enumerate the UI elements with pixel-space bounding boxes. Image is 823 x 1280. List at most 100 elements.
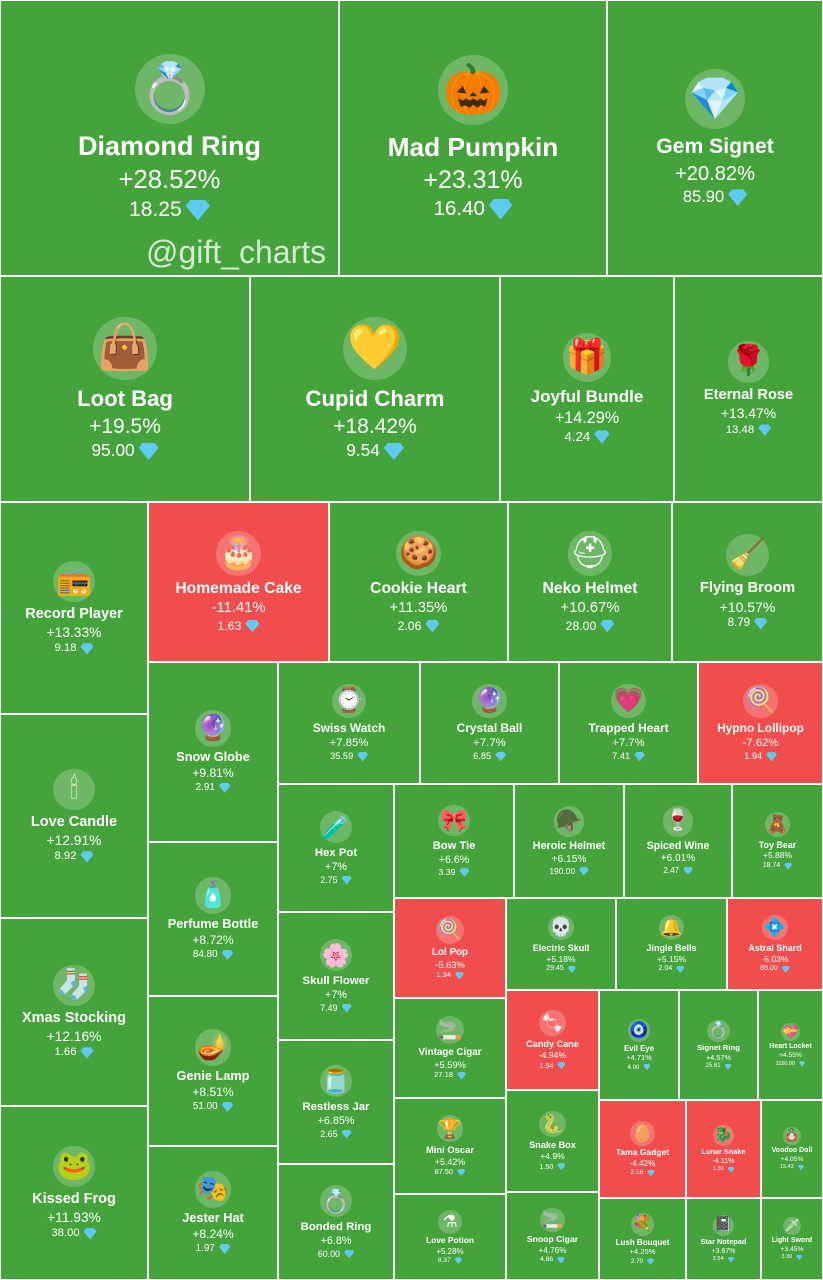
tile-price: 2.70 [630,1258,655,1266]
tile-name: Trapped Heart [588,720,669,735]
tile-price-value: 4.86 [540,1256,554,1264]
tile-price-value: 1.97 [195,1243,215,1255]
diamond-icon [425,620,440,633]
diamond-icon [495,752,506,762]
cigar-icon: 🚬 [436,1016,464,1044]
skull-flower-icon: 🌸 [319,938,353,972]
diamond-icon [341,875,352,885]
diamond-icon [221,1101,234,1112]
tile-change: +4.71% [626,1053,652,1063]
tile-toy-bear: 🧸 Toy Bear +5.88% 18.74 [732,784,823,898]
tile-price: 18.25 [129,198,210,222]
tile-price-value: 6.85 [473,751,492,762]
tile-change: +3.67% [711,1247,736,1255]
tile-price: 25.81 [706,1063,732,1070]
diamond-icon [643,1064,651,1071]
tile-price-value: 16.40 [433,197,485,221]
diamond-icon [138,442,159,460]
tile-hypno-lollipop: 🍭 Hypno Lollipop -7.62% 1.94 [698,662,823,784]
tile-name: Star Notepad [700,1237,747,1247]
tile-price-value: 2.75 [320,874,338,885]
tile-price: 1.34 [436,970,464,980]
tile-name: Toy Bear [758,839,797,850]
diamond-icon [341,1129,352,1139]
ring-box-icon: 💍 [134,53,205,124]
jester-hat-icon: 🎭 [194,1171,232,1208]
diamond-icon [456,1168,466,1177]
tile-record-player: 📻 Record Player +13.33% 9.18 [0,502,148,714]
tile-price-value: 38.00 [51,1227,80,1240]
tile-flying-broom: 🧹 Flying Broom +10.57% 8.79 [672,502,823,662]
tile-price-value: 8.92 [54,850,77,863]
bells-icon: 🔔 [658,914,685,941]
tile-name: Lunar Snake [701,1147,746,1157]
tile-mini-oscar: 🏆 Mini Oscar +5.42% 87.50 [394,1098,506,1194]
tile-price-value: 1.34 [436,970,452,980]
diamond-icon [459,868,470,877]
lollipop-icon: 🍭 [743,683,778,719]
tile-price-value: 1.63 [217,619,242,634]
tile-change: +6.8% [320,1235,352,1248]
tile-price-value: 2.70 [630,1258,643,1266]
diamond-icon [600,620,615,633]
tile-price-value: 2.47 [663,866,680,876]
diamond-icon [634,752,645,762]
tile-name: Diamond Ring [78,130,261,161]
tile-price-value: 1.30 [712,1166,724,1173]
tile-price: 6.85 [473,751,506,762]
tile-lol-pop: 🍭 Lol Pop -5.63% 1.34 [394,898,506,998]
tile-name: Light Sword [771,1236,813,1244]
tile-change: +11.35% [389,600,448,617]
tile-price: 51.00 [193,1101,234,1112]
tile-change: +4.55% [779,1052,802,1060]
tile-change: +6.15% [551,853,587,865]
potion-icon: ⚗ [437,1209,463,1234]
broom-icon: 🧹 [726,533,769,576]
diamond-icon [579,867,589,876]
tile-name: Joyful Bundle [530,386,644,406]
tile-price-value: 3.30 [781,1254,793,1261]
locket-icon: 💝 [781,1023,800,1042]
diamond-icon [727,1166,735,1173]
tile-price: 2.16 [630,1169,655,1177]
tile-name: Voodoo Doll [771,1146,813,1154]
tile-price-value: 2.65 [320,1128,338,1139]
tile-jingle-bells: 🔔 Jingle Bells +5.15% 2.04 [616,898,727,990]
tile-genie-lamp: 🪔 Genie Lamp +8.51% 51.00 [148,996,278,1146]
tile-change: +23.31% [423,166,523,195]
diamond-icon [683,866,693,875]
crystal-ball-icon: 🔮 [472,683,507,719]
tile-price: 9.54 [346,441,404,461]
tile-name: Snake Box [529,1139,576,1150]
tile-price: 3.30 [782,1254,803,1260]
tile-name: Candy Cane [526,1038,579,1049]
tile-name: Heroic Helmet [532,839,606,852]
tile-change: -4.11% [712,1157,735,1165]
tile-price-value: 4.00 [627,1063,640,1071]
tile-price-value: 2.91 [195,782,215,794]
tile-eternal-rose: 🌹 Eternal Rose +13.47% 13.48 [674,276,823,502]
tile-name: Tama Gadget [615,1146,670,1157]
tile-price: 4.00 [628,1064,651,1071]
tile-price-value: 95.00 [91,440,135,461]
tile-change: +7.7% [473,737,506,750]
tile-price: 7.49 [320,1003,352,1013]
diamond-icon [218,1243,231,1254]
crystal-shard-icon: 💠 [762,914,788,941]
tile-price-value: 8.79 [727,617,751,630]
tile-price: 84.80 [193,949,234,960]
tile-price: 9.18 [55,642,94,655]
diamond-icon [754,617,768,630]
tile-price: 2.04 [659,965,685,973]
teddy-bear-icon: 🧸 [764,811,791,838]
tile-price-value: 1.66 [54,1046,77,1059]
tile-change: +6.85% [317,1115,355,1128]
tile-neko-helmet: ⛑ Neko Helmet +10.67% 28.00 [508,502,672,662]
diamond-icon [80,643,94,655]
tile-price-value: 18.25 [129,198,182,222]
diamond-icon [83,1228,97,1240]
tile-price: 28.00 [566,619,615,633]
tile-change: +6.6% [438,854,470,867]
tile-price: 1.63 [218,619,260,633]
